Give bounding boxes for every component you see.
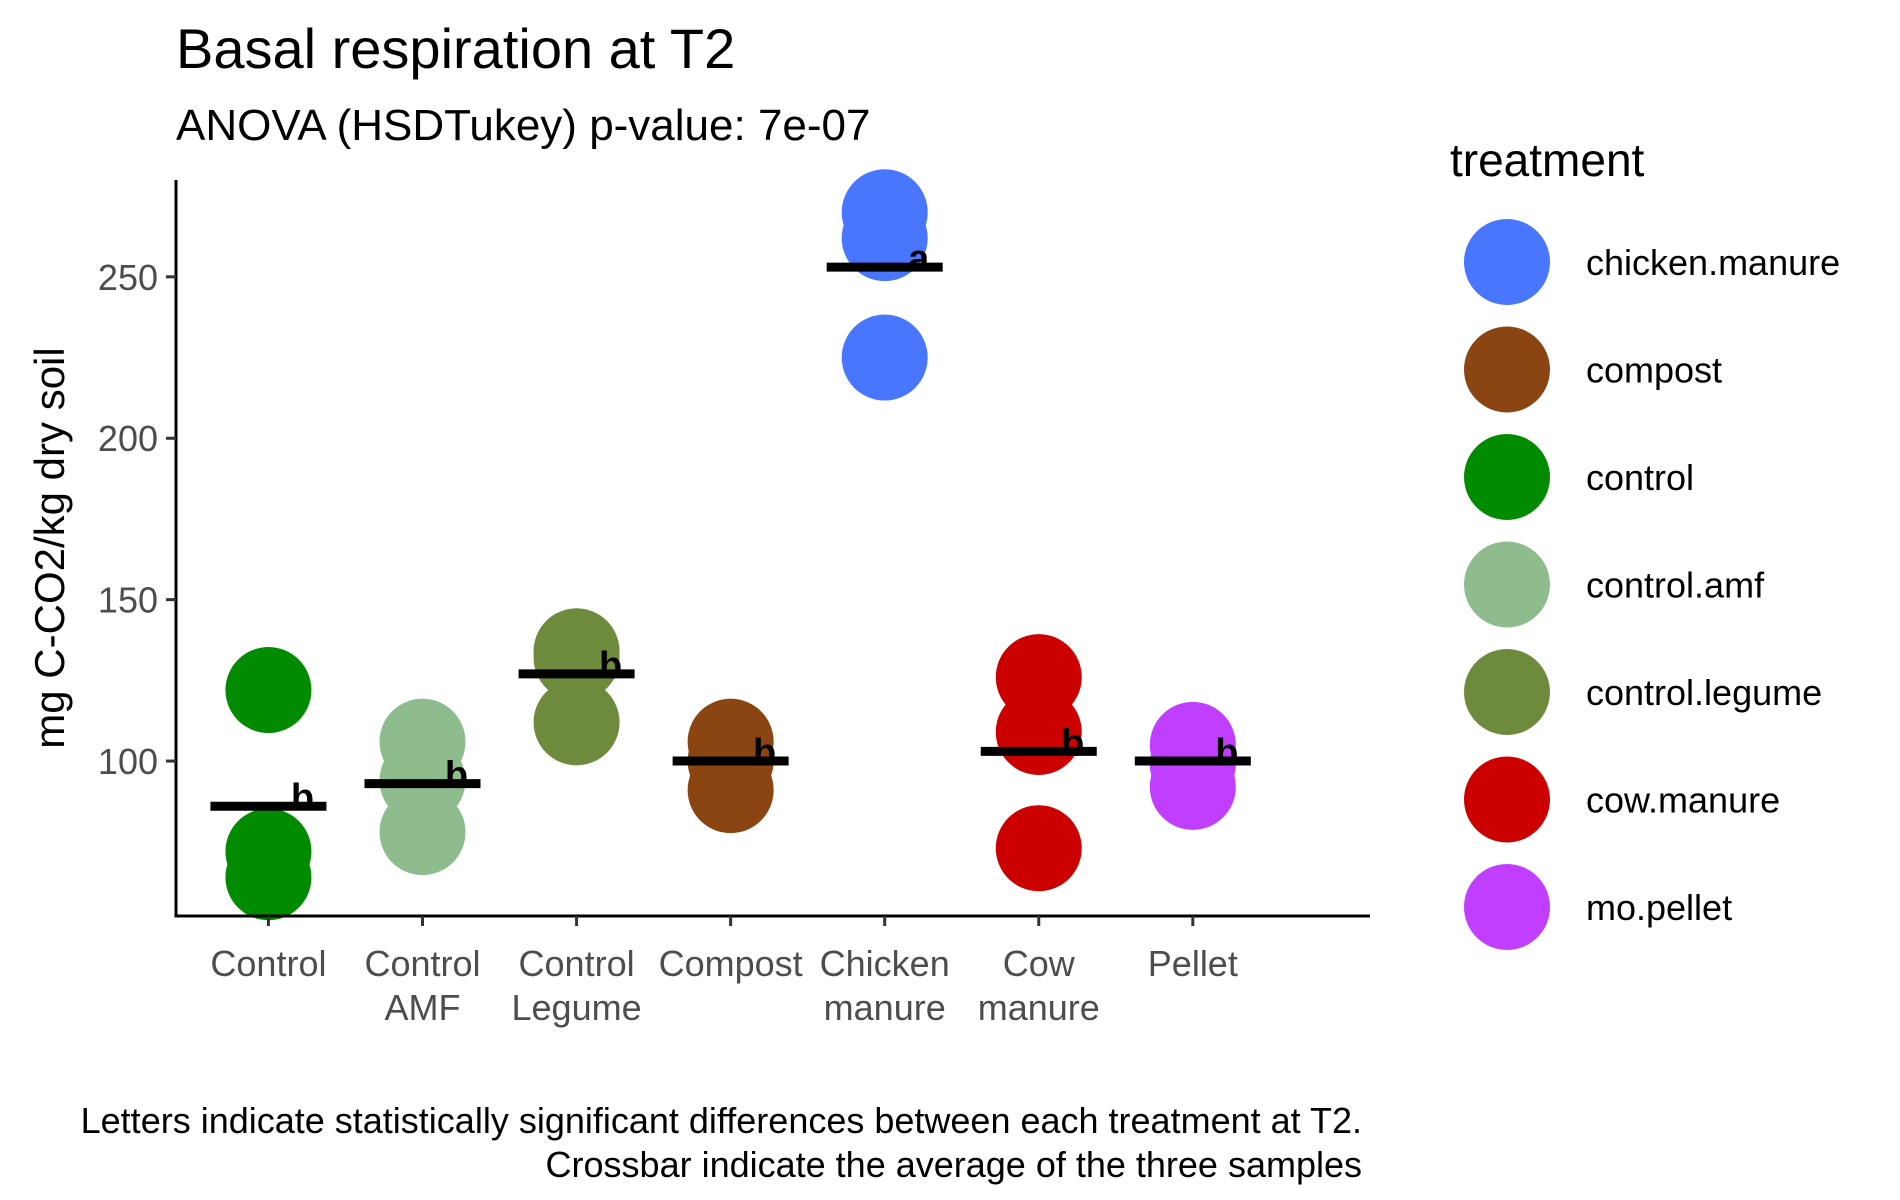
x-tick-label: Compost: [659, 943, 803, 984]
group-control.legume: b: [518, 608, 635, 766]
data-point: [533, 614, 620, 701]
legend-key: [1464, 326, 1550, 413]
y-axis-label: mg C-CO2/kg dry soil: [26, 347, 73, 748]
legend-label: chicken.manure: [1586, 242, 1840, 283]
x-tick-label: Cow: [1003, 943, 1076, 984]
legend-key: [1464, 756, 1550, 843]
significance-letter: b: [445, 755, 468, 797]
legend-label: control.amf: [1586, 565, 1765, 606]
data-point: [687, 747, 774, 834]
legend-label: cow.manure: [1586, 780, 1780, 821]
legend-key: [1464, 541, 1550, 628]
significance-letter: a: [908, 238, 930, 280]
chart-title: Basal respiration at T2: [176, 17, 735, 80]
x-tick-label: Chicken: [820, 943, 950, 984]
y-tick-label: 100: [98, 741, 158, 782]
group-cow.manure: b: [980, 634, 1097, 892]
legend-key: [1464, 864, 1550, 950]
data-point: [841, 195, 928, 282]
group-chicken.manure: a: [826, 169, 943, 401]
legend-title: treatment: [1450, 134, 1645, 186]
data-point: [225, 647, 312, 734]
x-tick-label: manure: [978, 987, 1100, 1028]
significance-letter: b: [1061, 722, 1084, 764]
x-tick-label: Legume: [512, 987, 642, 1028]
x-tick-label: Control: [519, 943, 635, 984]
significance-letter: b: [1215, 732, 1238, 774]
group-compost: b: [672, 698, 789, 834]
y-tick-label: 250: [98, 257, 158, 298]
chart-subtitle: ANOVA (HSDTukey) p-value: 7e-07: [176, 101, 870, 150]
data-point: [533, 679, 620, 766]
caption: Letters indicate statistically significa…: [81, 1100, 1362, 1185]
legend: treatment chicken.manure compost control co…: [1450, 134, 1840, 950]
caption-line-1: Letters indicate statistically significa…: [81, 1100, 1362, 1141]
group-mo.pellet: b: [1134, 701, 1251, 830]
significance-letter: b: [753, 732, 776, 774]
legend-key: [1464, 434, 1550, 520]
group-control: b: [210, 647, 327, 921]
caption-line-2: Crossbar indicate the average of the thr…: [546, 1144, 1362, 1185]
data-point: [995, 805, 1082, 892]
data-point: [841, 314, 928, 401]
y-ticks: 100 150 200 250: [98, 257, 176, 782]
y-tick-label: 200: [98, 418, 158, 459]
x-tick-label: manure: [824, 987, 946, 1028]
significance-letter: b: [599, 645, 622, 687]
x-tick-label: Pellet: [1148, 943, 1238, 984]
y-tick-label: 150: [98, 580, 158, 621]
significance-letter: b: [291, 777, 314, 819]
legend-label: control.legume: [1586, 672, 1822, 713]
data-point: [379, 789, 466, 876]
legend-key: [1464, 649, 1550, 735]
x-tick-label: Control: [364, 943, 480, 984]
x-tick-label: Control: [210, 943, 326, 984]
legend-label: compost: [1586, 350, 1722, 391]
data-point: [225, 834, 312, 921]
legend-key: [1464, 219, 1550, 305]
legend-label: mo.pellet: [1586, 887, 1732, 928]
legend-label: control: [1586, 457, 1694, 498]
plot-panel: b b b b a b b: [210, 169, 1251, 921]
group-control.amf: b: [364, 698, 481, 876]
x-tick-label: AMF: [385, 987, 461, 1028]
